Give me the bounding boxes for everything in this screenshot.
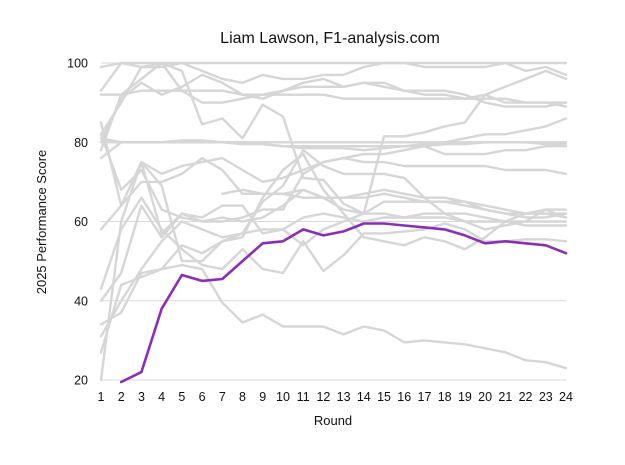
background-series-line-19 [99, 196, 568, 291]
background-series-line-15 [99, 149, 568, 382]
x-tick-label: 12 [316, 390, 330, 404]
y-axis-ticks: 20 40 60 80 100 [67, 57, 88, 388]
x-tick-label: 20 [478, 390, 492, 404]
background-series-line-18 [99, 212, 568, 338]
x-tick-label: 19 [458, 390, 472, 404]
x-tick-label: 18 [438, 390, 452, 404]
x-tick-label: 24 [559, 390, 573, 404]
background-series [99, 61, 568, 382]
background-series-line-17 [99, 204, 568, 302]
x-tick-label: 4 [158, 390, 165, 404]
y-tick-label: 40 [74, 294, 88, 308]
highlight-series-line [119, 222, 568, 384]
x-tick-label: 11 [297, 390, 310, 404]
x-tick-label: 9 [259, 390, 266, 404]
x-axis-ticks: 1 2 3 4 5 6 7 8 9 10 11 12 13 14 15 16 17 18 19 20 21 22 23 24 [98, 390, 573, 404]
background-series-line-3 [99, 73, 568, 144]
background-series-line-6 [99, 61, 568, 215]
background-series-line-5 [99, 61, 568, 136]
background-series-line-4 [99, 89, 568, 108]
x-tick-label: 1 [98, 390, 105, 404]
background-series-line-8 [99, 137, 568, 148]
x-tick-label: 6 [199, 390, 206, 404]
x-tick-label: 2 [118, 390, 125, 404]
background-series-line-2 [99, 61, 568, 92]
y-tick-label: 60 [74, 215, 88, 229]
x-tick-label: 16 [397, 390, 411, 404]
background-series-line-16 [99, 152, 568, 354]
x-tick-label: 3 [138, 390, 145, 404]
background-series-line-10 [140, 156, 568, 184]
y-tick-label: 100 [67, 57, 88, 71]
chart-title: Liam Lawson, F1-analysis.com [220, 30, 440, 47]
x-tick-label: 22 [519, 390, 533, 404]
background-series-line-14 [221, 188, 568, 215]
x-tick-label: 15 [377, 390, 391, 404]
x-axis-label: Round [314, 413, 352, 428]
x-tick-label: 23 [539, 390, 553, 404]
x-tick-label: 13 [337, 390, 351, 404]
y-axis-label: 2025 Performance Score [34, 150, 49, 295]
background-series-line-9 [99, 117, 568, 160]
x-tick-label: 14 [357, 390, 371, 404]
x-tick-label: 5 [178, 390, 185, 404]
y-tick-label: 20 [74, 374, 88, 388]
highlight-series [119, 222, 568, 384]
background-series-line-20 [99, 263, 568, 370]
x-tick-label: 17 [418, 390, 432, 404]
x-tick-label: 10 [276, 390, 290, 404]
y-tick-label: 80 [74, 136, 88, 150]
x-tick-label: 7 [219, 390, 226, 404]
x-tick-label: 21 [498, 390, 512, 404]
x-tick-label: 8 [239, 390, 246, 404]
